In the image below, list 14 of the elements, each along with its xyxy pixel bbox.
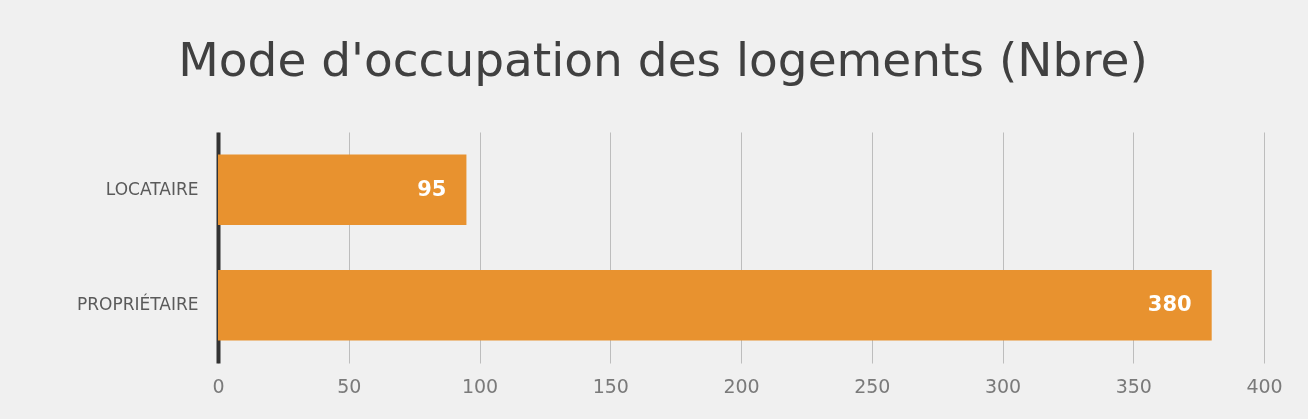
x-tick-label: 350 xyxy=(1115,374,1152,397)
chart-title: Mode d'occupation des logements (Nbre) xyxy=(178,32,1148,87)
x-tick-label: 200 xyxy=(723,374,760,397)
y-tick-label: PROPRIÉTAIRE xyxy=(76,293,199,315)
x-tick-label: 0 xyxy=(212,374,225,397)
y-tick-label: LOCATAIRE xyxy=(105,178,199,199)
data-label: 380 xyxy=(1147,292,1192,317)
x-tick-label: 250 xyxy=(854,374,891,397)
x-tick-label: 150 xyxy=(592,374,629,397)
x-tick-label: 50 xyxy=(337,374,362,397)
data-label: 95 xyxy=(417,176,447,201)
x-tick-label: 300 xyxy=(984,374,1022,397)
x-tick-label: 400 xyxy=(1246,374,1283,397)
x-tick-label: 100 xyxy=(461,374,499,397)
